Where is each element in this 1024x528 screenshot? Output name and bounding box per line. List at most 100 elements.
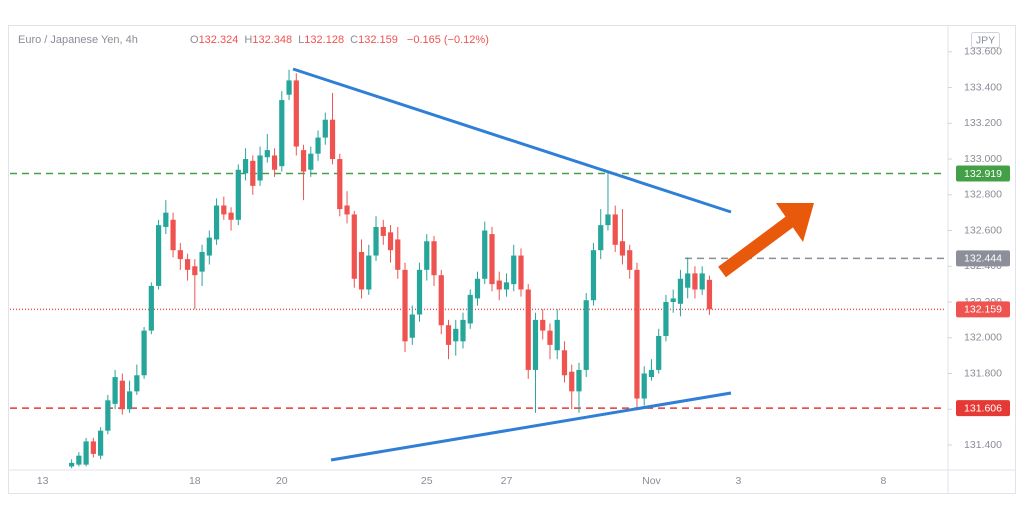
price-label-box — [956, 301, 1010, 318]
candle-body — [242, 159, 249, 174]
candle-body — [387, 232, 394, 251]
candle-body — [656, 335, 662, 370]
candle-body — [460, 319, 466, 342]
candle-body — [68, 462, 75, 467]
candle-body — [163, 212, 169, 227]
ohlc-label: O — [190, 34, 199, 46]
candle-body — [76, 455, 82, 465]
price-label: 132.159 — [964, 304, 1002, 316]
y-tick-label: 132.600 — [964, 224, 1002, 236]
candle-body — [605, 214, 611, 226]
candle-body — [663, 302, 669, 336]
candle-body — [540, 319, 546, 331]
candle-body — [351, 214, 357, 279]
candle-body — [445, 325, 452, 345]
ohlc-label: H — [244, 34, 252, 46]
candle-body — [308, 153, 314, 170]
candle-body — [373, 226, 379, 256]
candle-body — [329, 119, 336, 160]
ohlc-value: 132.324 — [199, 34, 239, 46]
candle-body — [576, 369, 582, 392]
candle-body — [264, 150, 270, 158]
x-tick-label: 25 — [421, 475, 433, 487]
price-label: 132.444 — [964, 253, 1002, 265]
y-tick-label: 133.600 — [964, 46, 1002, 58]
candle-body — [402, 269, 408, 342]
candle-body — [170, 219, 176, 251]
candle-body — [184, 259, 191, 270]
y-tick-label: 131.800 — [964, 367, 1002, 379]
candle-body — [221, 205, 227, 215]
candle-body — [322, 119, 328, 138]
candle-body — [670, 298, 676, 303]
candle-body — [431, 241, 437, 276]
y-tick-label: 133.400 — [964, 81, 1002, 93]
candle-body — [83, 441, 89, 465]
candle-body — [503, 282, 510, 290]
candle-body — [612, 214, 618, 245]
candle-body — [424, 241, 430, 270]
x-tick-label: 18 — [189, 475, 201, 487]
price-label-box — [956, 250, 1010, 267]
candle-body — [206, 237, 212, 256]
candle-body — [648, 369, 655, 378]
plot-area — [10, 69, 945, 469]
candle-body — [315, 137, 321, 154]
price-label-box — [956, 165, 1010, 182]
candle-body — [474, 278, 481, 299]
candle-body — [213, 205, 220, 240]
x-tick-label: 13 — [37, 475, 49, 487]
candle-body — [366, 255, 372, 290]
candle-body — [257, 155, 263, 181]
candle-body — [97, 430, 104, 456]
candle-body — [279, 100, 285, 167]
candle-body — [677, 278, 684, 304]
candle-body — [532, 319, 539, 370]
candle-body — [112, 377, 118, 404]
candle-body — [286, 80, 292, 95]
ohlc-value: 132.348 — [252, 34, 292, 46]
candle-body — [554, 319, 560, 351]
candle-body — [598, 225, 604, 251]
candle-body — [489, 234, 495, 285]
candle-body — [467, 294, 473, 324]
candle-body — [199, 251, 205, 272]
candle-body — [685, 273, 691, 288]
ohlc-legend: O132.324 H132.348 L132.128 C132.159 −0.1… — [190, 34, 489, 46]
arrow-shaft — [718, 214, 796, 278]
ohlc-label: L — [298, 34, 304, 46]
breakout-arrow — [718, 203, 814, 278]
y-tick-label: 131.400 — [964, 439, 1002, 451]
candle-body — [300, 150, 307, 172]
candle-body — [482, 230, 488, 279]
candle-body — [235, 169, 241, 220]
candle-body — [344, 205, 350, 215]
candle-body — [561, 350, 568, 376]
candle-body — [641, 373, 647, 399]
candle-body — [293, 80, 299, 147]
candle-body — [271, 155, 278, 170]
candle-body — [126, 391, 133, 410]
candle-body — [619, 241, 626, 256]
candle-body — [155, 225, 162, 286]
candle-body — [380, 226, 386, 236]
candle-body — [453, 328, 459, 342]
candle-body — [416, 269, 423, 315]
currency-badge[interactable] — [971, 32, 1000, 48]
candle-body — [518, 255, 524, 290]
change: −0.165 (−0.12%) — [407, 34, 489, 46]
candle-body — [627, 250, 633, 270]
candle-body — [228, 212, 234, 220]
candle-body — [634, 269, 640, 399]
candle-body — [148, 285, 154, 331]
ohlc-value: 132.128 — [304, 34, 344, 46]
candle-body — [496, 280, 502, 290]
candle-body — [105, 400, 111, 431]
arrow-head — [776, 203, 814, 242]
candle-body — [569, 371, 575, 392]
trend-line-lower — [330, 391, 732, 462]
y-tick-label: 132.800 — [964, 189, 1002, 201]
candle-body — [692, 273, 698, 290]
candle-body — [192, 266, 198, 276]
